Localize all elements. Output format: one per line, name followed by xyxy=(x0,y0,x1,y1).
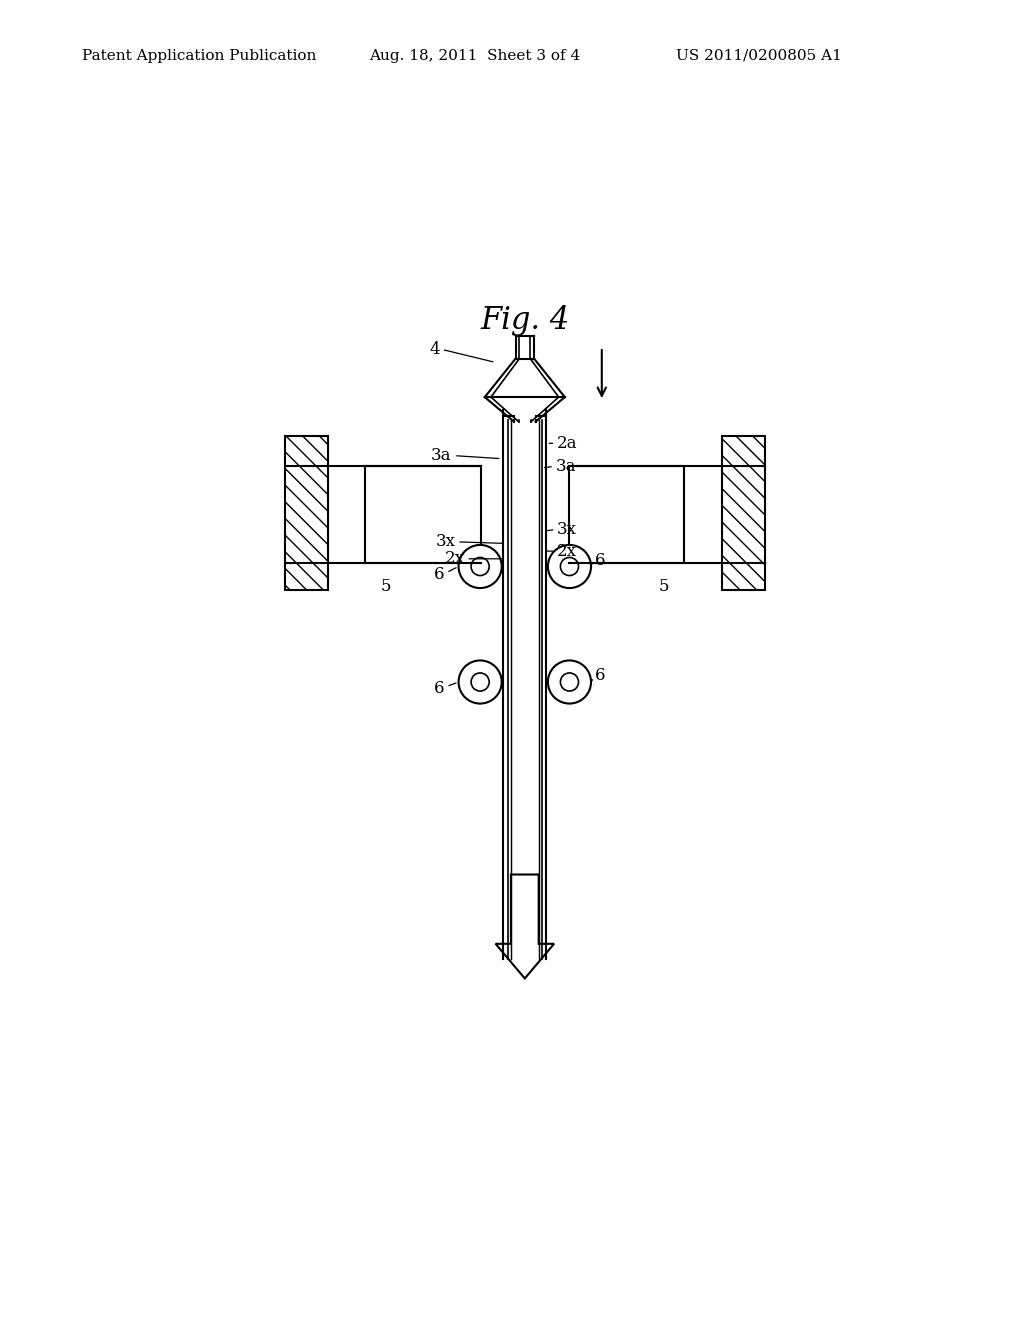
Text: 4: 4 xyxy=(429,341,440,358)
Circle shape xyxy=(459,660,502,704)
Bar xyxy=(511,420,539,960)
Circle shape xyxy=(548,660,591,704)
Circle shape xyxy=(548,545,591,589)
Text: 6: 6 xyxy=(434,680,444,697)
Circle shape xyxy=(471,673,489,692)
Polygon shape xyxy=(496,875,554,978)
Circle shape xyxy=(459,545,502,589)
Bar xyxy=(285,436,328,590)
Text: 3x: 3x xyxy=(435,533,456,550)
Bar xyxy=(722,436,765,590)
Text: 6: 6 xyxy=(595,552,605,569)
Text: 2x: 2x xyxy=(557,543,578,560)
Text: US 2011/0200805 A1: US 2011/0200805 A1 xyxy=(676,49,842,63)
Text: 6: 6 xyxy=(595,668,605,684)
Text: 6: 6 xyxy=(434,566,444,582)
Circle shape xyxy=(471,557,489,576)
Bar xyxy=(366,466,481,562)
Circle shape xyxy=(560,673,579,692)
Bar xyxy=(568,466,684,562)
Text: 5: 5 xyxy=(658,578,669,595)
Text: 5: 5 xyxy=(381,578,391,595)
Text: Aug. 18, 2011  Sheet 3 of 4: Aug. 18, 2011 Sheet 3 of 4 xyxy=(369,49,580,63)
Text: 3a: 3a xyxy=(556,458,577,475)
Text: 2a: 2a xyxy=(557,434,578,451)
Text: Fig. 4: Fig. 4 xyxy=(480,305,569,335)
Text: 3x: 3x xyxy=(557,521,578,539)
Circle shape xyxy=(560,557,579,576)
Text: 2x: 2x xyxy=(444,550,465,568)
Text: Patent Application Publication: Patent Application Publication xyxy=(82,49,316,63)
Text: 3a: 3a xyxy=(431,447,452,465)
